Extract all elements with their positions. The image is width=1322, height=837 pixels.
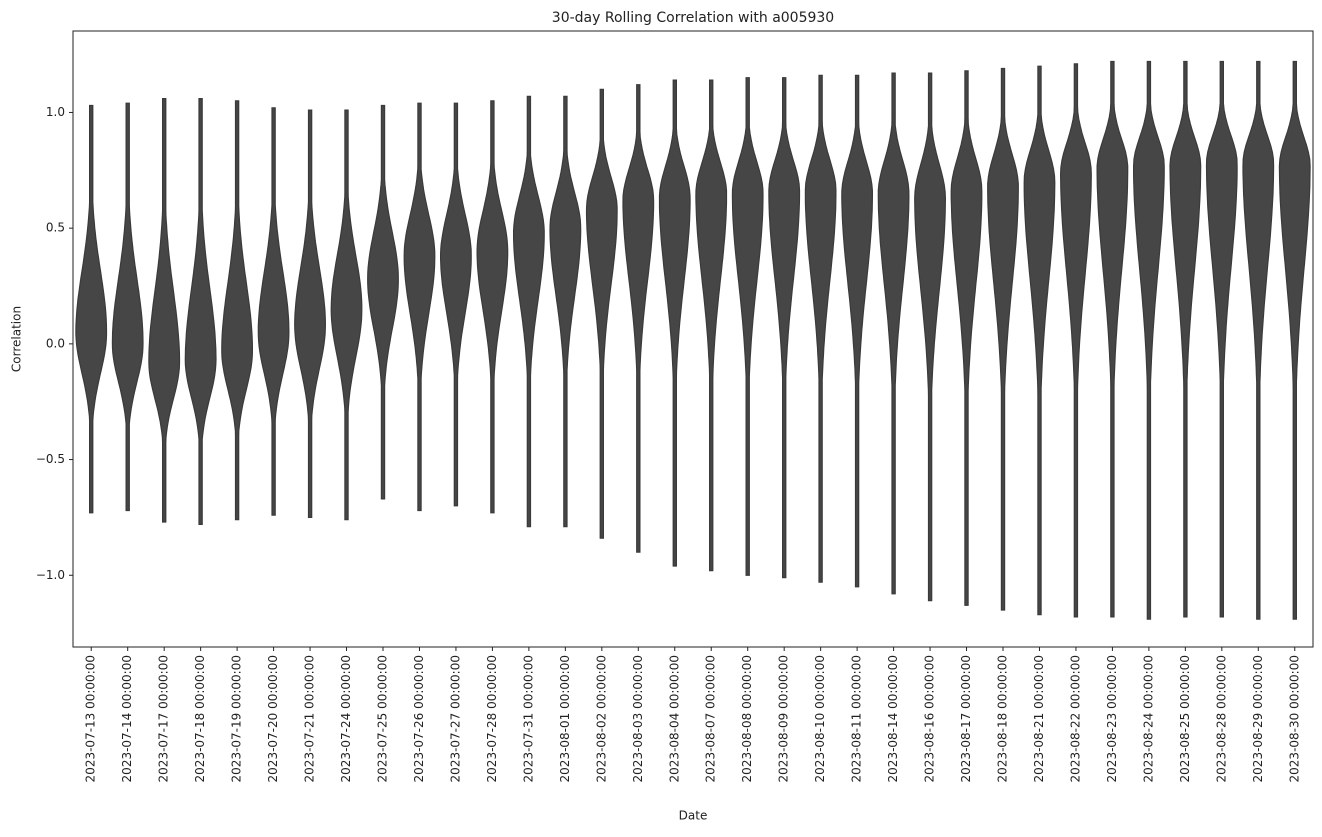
x-tick-label: 2023-07-18 00:00:00 [193,655,207,782]
x-tick-label: 2023-08-08 00:00:00 [740,655,754,782]
y-tick-label: 0.5 [46,221,65,235]
violin [1242,60,1275,620]
violin [440,102,472,507]
violin [1169,60,1202,618]
violin [804,74,837,583]
x-tick-label: 2023-08-23 00:00:00 [1105,655,1119,782]
x-tick-label: 2023-07-17 00:00:00 [157,655,171,782]
x-tick-label: 2023-08-24 00:00:00 [1141,655,1155,782]
violin [184,98,217,525]
violin [1133,60,1165,620]
violin [367,104,399,500]
y-tick-label: −1.0 [36,568,65,582]
violin [111,102,144,512]
y-tick-label: 1.0 [46,105,65,119]
x-tick-label: 2023-07-20 00:00:00 [266,655,280,782]
y-axis-label: Correlation [10,306,24,372]
violin [914,72,947,602]
violin [622,84,655,553]
violin [841,74,873,588]
x-tick-label: 2023-08-22 00:00:00 [1068,655,1082,782]
plot-frame [72,30,1314,648]
x-tick-label: 2023-08-03 00:00:00 [631,655,645,782]
y-tick-label: 0.0 [46,336,65,350]
x-tick-label: 2023-08-09 00:00:00 [777,655,791,782]
x-tick-label: 2023-08-30 00:00:00 [1287,655,1301,782]
x-axis-label: Date [679,809,708,823]
violin [513,95,545,528]
x-tick-label: 2023-07-28 00:00:00 [485,655,499,782]
x-tick-label: 2023-08-18 00:00:00 [996,655,1010,782]
x-tick-label: 2023-07-19 00:00:00 [230,655,244,782]
x-tick-label: 2023-07-31 00:00:00 [521,655,535,782]
violin [1278,60,1311,620]
violin [1096,60,1129,618]
violin [585,88,618,539]
violin [695,79,728,572]
violin [403,102,436,512]
x-tick-label: 2023-08-17 00:00:00 [959,655,973,782]
x-tick-label: 2023-08-21 00:00:00 [1032,655,1046,782]
violin [549,95,582,528]
violin [330,109,363,521]
x-tick-label: 2023-08-29 00:00:00 [1251,655,1265,782]
x-tick-label: 2023-08-01 00:00:00 [558,655,572,782]
x-tick-label: 2023-08-10 00:00:00 [813,655,827,782]
violin [987,67,1019,611]
violin [294,109,327,518]
violin [768,77,801,579]
violin [1059,63,1092,618]
violin [950,70,983,606]
x-tick-label: 2023-08-04 00:00:00 [667,655,681,782]
x-tick-label: 2023-08-16 00:00:00 [923,655,937,782]
x-tick-label: 2023-07-27 00:00:00 [448,655,462,782]
x-tick-label: 2023-07-25 00:00:00 [376,655,390,782]
violin [257,107,290,516]
x-tick-label: 2023-07-24 00:00:00 [339,655,353,782]
x-tick-label: 2023-08-25 00:00:00 [1178,655,1192,782]
violin [221,100,253,521]
violin [148,98,181,523]
violin [1023,65,1056,616]
x-tick-label: 2023-08-14 00:00:00 [886,655,900,782]
x-tick-label: 2023-07-26 00:00:00 [412,655,426,782]
violin [1205,60,1238,618]
x-tick-label: 2023-07-21 00:00:00 [303,655,317,782]
y-tick-label: −0.5 [36,452,65,466]
x-tick-label: 2023-08-11 00:00:00 [850,655,864,782]
x-tick-label: 2023-08-07 00:00:00 [704,655,718,782]
violin [658,79,691,567]
violin [731,77,764,576]
violin [75,104,108,514]
x-tick-label: 2023-07-13 00:00:00 [84,655,98,782]
x-tick-label: 2023-08-28 00:00:00 [1214,655,1228,782]
violin [476,100,509,514]
chart-title: 30-day Rolling Correlation with a005930 [552,10,834,26]
violin [877,72,910,595]
x-tick-label: 2023-07-14 00:00:00 [120,655,134,782]
x-tick-label: 2023-08-02 00:00:00 [594,655,608,782]
